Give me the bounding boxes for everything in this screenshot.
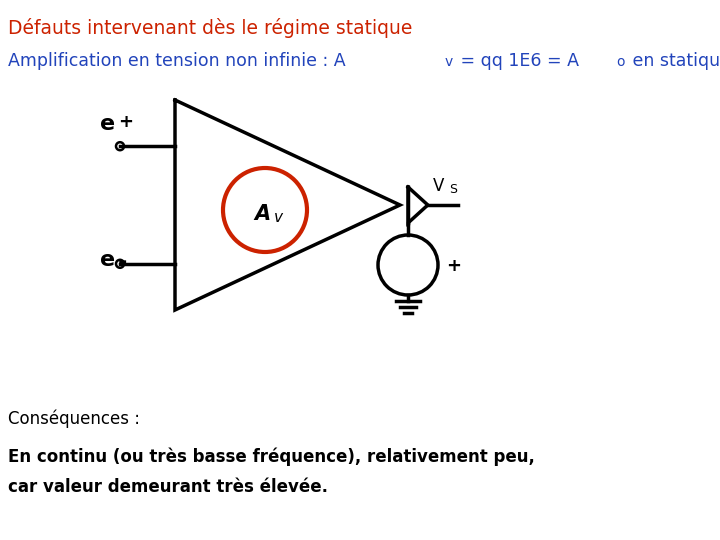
Text: v: v [274,211,282,226]
Text: e: e [100,250,115,270]
Text: car valeur demeurant très élevée.: car valeur demeurant très élevée. [8,478,328,496]
Text: o: o [616,55,625,69]
Text: A: A [254,204,270,224]
Text: V: V [433,177,444,195]
Text: = qq 1E6 = A: = qq 1E6 = A [455,52,580,70]
Text: S: S [449,183,456,196]
Text: Amplification en tension non infinie : A: Amplification en tension non infinie : A [8,52,346,70]
Text: -: - [118,252,127,272]
Text: v: v [445,55,453,69]
Text: En continu (ou très basse fréquence), relativement peu,: En continu (ou très basse fréquence), re… [8,447,535,465]
Text: en statique: en statique [627,52,720,70]
Text: Défauts intervenant dès le régime statique: Défauts intervenant dès le régime statiq… [8,18,413,38]
Text: e: e [100,114,115,134]
Text: +: + [446,257,461,275]
Text: Conséquences :: Conséquences : [8,410,140,429]
Text: +: + [118,113,133,131]
